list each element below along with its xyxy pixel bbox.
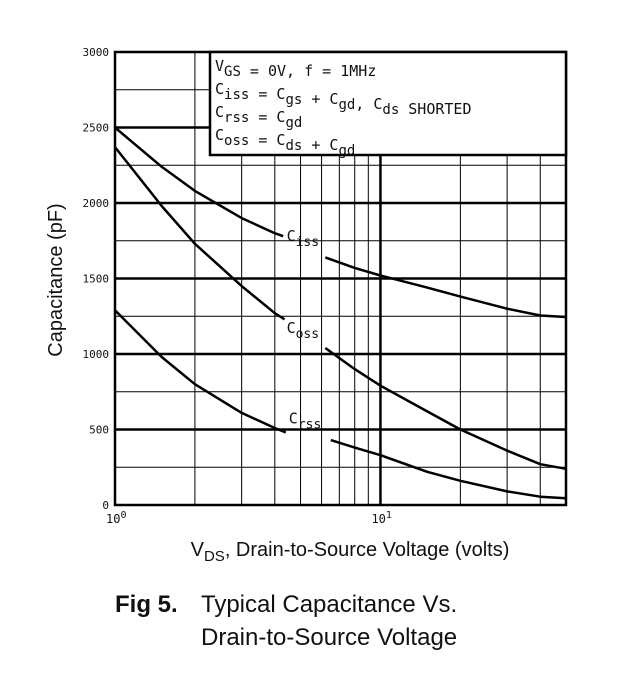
curve-label-crss: Crss [289,409,322,432]
legend-subscript: rss [224,110,249,126]
curve-label-sub: oss [296,327,319,342]
legend-subscript: GS [224,64,241,80]
x-axis-label-sub: DS [204,548,225,565]
legend-subscript: gs [285,92,302,108]
y-tick-label: 0 [102,499,109,512]
y-tick-label: 2000 [83,197,110,210]
legend-line: VGS = 0V, f = 1MHz [215,57,376,80]
caption-line-1: Fig 5. Typical Capacitance Vs. [115,588,457,621]
x-tick-exponent: 1 [386,510,392,521]
legend-text: = C [249,85,285,103]
legend-text: = C [249,108,285,126]
curve-crss-right [330,438,567,500]
y-tick-label: 500 [89,424,109,437]
legend-subscript: gd [338,97,355,113]
legend-text: C [215,126,224,144]
legend-text: = 0V, f = 1MHz [241,62,376,80]
curve-label-main: C [287,319,296,337]
legend-subscript: gd [285,115,302,131]
legend-text: C [215,80,224,98]
legend-text: + C [302,90,338,108]
x-axis-label: VDS, Drain-to-Source Voltage (volts) [191,539,510,565]
y-tick-label: 1000 [83,348,110,361]
legend-subscript: ds [382,102,399,118]
series-crss: Crss [114,309,567,500]
curve-label-main: C [287,227,296,245]
legend-line: Crss = Cgd [215,103,302,131]
legend-subscript: gd [338,143,355,159]
grid [113,50,568,507]
caption-title-line-1: Typical Capacitance Vs. [201,591,458,618]
legend-text: + C [302,136,338,154]
legend-text: = C [249,131,285,149]
x-tick-label: 101 [371,510,391,526]
y-axis-label: Capacitance (pF) [45,203,67,356]
curve-coss-left [114,146,286,321]
curve-crss-left [114,309,287,434]
x-axis-label-suffix: , Drain-to-Source Voltage (volts) [225,539,510,561]
curve-ciss-right [324,256,567,319]
legend-box [208,50,568,157]
figure-number: Fig 5. [115,591,178,618]
caption-title-line-2: Drain-to-Source Voltage [201,624,458,651]
legend-subscript: oss [224,133,249,149]
y-tick-label: 1500 [83,273,110,286]
legend-text: SHORTED [399,100,471,118]
curve-label-main: C [289,409,298,427]
curve-label-ciss: Ciss [287,227,320,250]
series-coss: Coss [114,146,567,471]
legend-text: V [215,57,224,75]
x-tick-base: 10 [106,512,120,526]
legend-text: , C [355,95,382,113]
legend-line: Ciss = Cgs + Cgd, Cds SHORTED [215,80,472,118]
y-tick-label: 3000 [83,46,110,59]
x-axis-label-prefix: V [191,539,205,561]
x-tick-exponent: 0 [120,510,126,521]
y-tick-label: 2500 [83,122,110,135]
legend-line: Coss = Cds + Cgd [215,126,355,159]
curve-label-coss: Coss [287,319,320,342]
legend-text: C [215,103,224,121]
series-ciss: Ciss [114,126,567,319]
curve-label-sub: rss [298,417,321,432]
figure-caption: Fig 5. Typical Capacitance Vs. Drain-to-S… [115,588,457,654]
curve-ciss-left [114,126,284,238]
legend-subscript: ds [285,138,302,154]
legend-subscript: iss [224,87,249,103]
x-tick-base: 10 [371,512,385,526]
curve-label-sub: iss [296,235,319,250]
curve-coss-right [324,346,567,471]
x-tick-label: 100 [106,510,126,526]
